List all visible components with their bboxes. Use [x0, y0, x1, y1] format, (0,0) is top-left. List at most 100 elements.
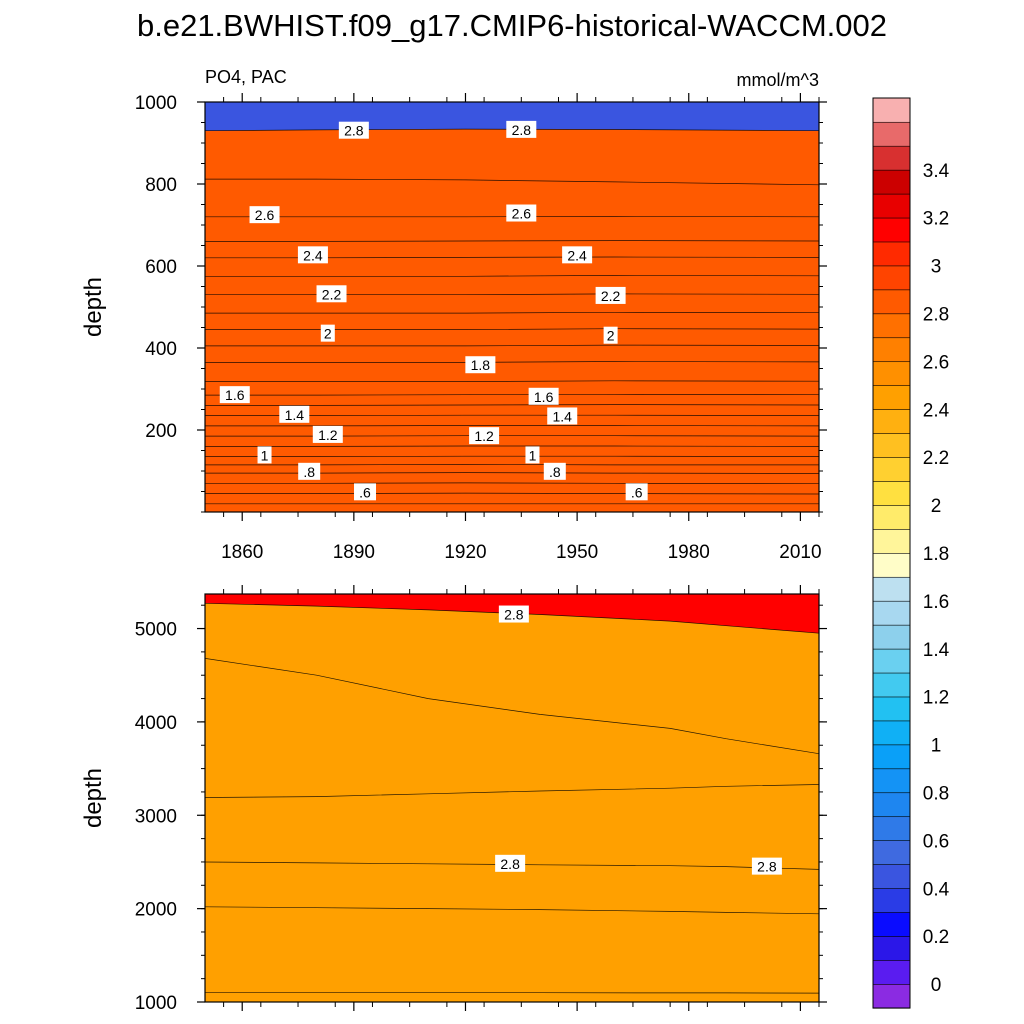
top-y-tick-label: 200: [145, 421, 177, 442]
colorbar-swatch: [872, 768, 911, 794]
top-contour-label-text: 2: [607, 328, 615, 344]
top-contour-line: [205, 293, 819, 296]
colorbar-swatch: [872, 792, 911, 818]
colorbar-tick-label: 3: [931, 257, 942, 278]
top-contour-label-text: .8: [549, 464, 561, 480]
colorbar-swatch: [872, 337, 911, 363]
colorbar-tick-label: 3.2: [923, 209, 949, 230]
colorbar-swatch: [872, 169, 911, 195]
top-axes: 200 400 600 800 1000 1860 1890 1920 1950 1980 2010: [135, 93, 827, 563]
top-contour-label: 2: [603, 326, 618, 344]
top-contour-label-box: [257, 446, 272, 464]
bottom-contour-label-box: [495, 854, 526, 872]
top-contour-label-text: 2.8: [344, 123, 364, 139]
top-contour-line: [205, 404, 819, 406]
top-contour-label: .6: [354, 483, 377, 501]
top-contour-line: [205, 275, 819, 277]
top-contour-label-box: [219, 386, 250, 404]
top-contour-label-box: [312, 425, 343, 443]
bottom-contour-line: [205, 906, 819, 915]
top-x-tick-label: 1950: [556, 542, 598, 563]
top-contour-line: [205, 178, 819, 186]
top-contour-label-text: 2.2: [601, 288, 621, 304]
top-band: [205, 129, 819, 512]
top-contour-label-box: [465, 356, 496, 374]
top-panel-right-label: mmol/m^3: [737, 70, 819, 90]
colorbar-tick-label: 2.8: [923, 305, 949, 326]
top-contour-label: .6: [625, 483, 648, 501]
top-contour-label-text: 1.6: [534, 389, 554, 405]
bottom-contour-label: 2.8: [751, 857, 782, 875]
top-y-tick-label: 400: [145, 339, 177, 360]
top-contour-line: [205, 311, 819, 314]
top-contour-label-box: [298, 462, 321, 480]
top-contour-line: [205, 492, 819, 495]
bottom-contour-label-text: 2.8: [500, 856, 520, 872]
top-contour-label-text: 1.2: [474, 428, 494, 444]
colorbar-tick-label: 2.2: [923, 448, 949, 469]
colorbar-swatch: [872, 624, 911, 650]
top-contour-line: [205, 344, 819, 347]
colorbar-swatch: [872, 959, 911, 985]
top-contour-label: 2.2: [316, 285, 347, 303]
bottom-contour-label-box: [751, 857, 782, 875]
colorbar-swatch: [872, 528, 911, 554]
bottom-y-tick-label: 5000: [135, 620, 177, 641]
colorbar-swatch: [872, 217, 911, 243]
bottom-contour-fills: [205, 594, 819, 1002]
bottom-y-tick-label: 1000: [135, 993, 177, 1014]
colorbar-swatch: [872, 552, 911, 578]
top-contour-label-text: .8: [303, 464, 315, 480]
top-x-tick-label: 1890: [333, 542, 375, 563]
bottom-band: [205, 603, 819, 1002]
bottom-y-axis-label: depth: [80, 768, 107, 828]
colorbar-tick-label: 2.4: [923, 400, 950, 421]
top-contour-label: 1.2: [469, 427, 500, 445]
top-contour-label: 1.4: [547, 407, 578, 425]
top-contour-label-box: [249, 206, 280, 224]
colorbar-swatch: [872, 576, 911, 602]
colorbar-swatch: [872, 648, 911, 674]
bottom-contour-label: 2.8: [495, 854, 526, 872]
top-contour-line: [205, 472, 819, 474]
bottom-panel: 2.8 2.8 2.8 1000 2000 3000 4000 5000 depth: [80, 585, 827, 1014]
top-contour-label-text: 2.8: [512, 122, 532, 138]
top-y-tick-label: 1000: [135, 93, 177, 114]
colorbar-swatch: [872, 983, 911, 1009]
colorbar-swatch: [872, 409, 911, 434]
colorbar-swatch: [872, 265, 911, 291]
bottom-contour-line: [205, 861, 819, 870]
colorbar-tick-label: 0.4: [923, 879, 950, 900]
top-contour-line: [205, 328, 819, 330]
bottom-contour-label: 2.8: [498, 605, 529, 623]
colorbar-swatch: [872, 456, 911, 482]
top-contour-label: 2.6: [506, 204, 537, 222]
top-contour-label-box: [279, 405, 310, 423]
top-contour-label-text: 2: [324, 326, 332, 342]
top-contour-label-text: 2.6: [512, 206, 532, 222]
colorbar-swatch: [872, 385, 911, 410]
top-contour-label-text: 1.2: [318, 427, 338, 443]
top-contour-label-box: [320, 324, 335, 342]
top-x-tick-label: 1980: [668, 542, 710, 563]
top-contour-label-box: [338, 121, 369, 139]
top-contour-label-text: .6: [359, 484, 371, 500]
colorbar-tick-label: 1.2: [923, 688, 949, 709]
top-contour-label: 2.8: [338, 121, 369, 139]
top-contour-label-text: 1.4: [553, 408, 573, 424]
top-contour-label-box: [506, 204, 537, 222]
top-contour-label: 2.8: [506, 120, 537, 138]
top-contour-line: [205, 128, 819, 132]
colorbar-swatch: [872, 361, 911, 386]
colorbar-tick-label: 0.8: [923, 783, 949, 804]
top-contour-label-text: 2.6: [255, 207, 275, 223]
top-contour-label-box: [603, 326, 618, 344]
top-contour-label: 2.6: [249, 206, 280, 224]
colorbar-swatch: [872, 480, 911, 506]
colorbar-tick-label: 1.8: [923, 544, 949, 565]
top-y-tick-label: 600: [145, 257, 177, 278]
bottom-plot-frame: [204, 593, 820, 1003]
top-contour-label-text: 2.4: [567, 247, 587, 263]
top-contour-label-box: [625, 483, 648, 501]
top-x-tick-label: 1920: [444, 542, 486, 563]
